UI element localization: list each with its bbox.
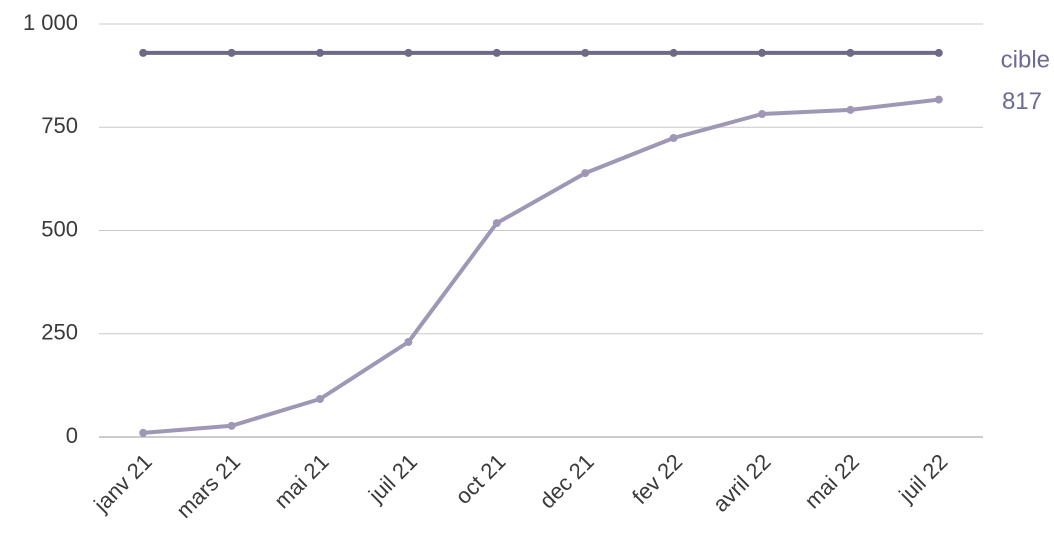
point: [404, 48, 413, 57]
x-tick-label: mai 21: [269, 449, 333, 513]
point: [758, 48, 766, 57]
point: [934, 95, 943, 104]
point: [316, 395, 324, 404]
x-tick-label: fev 22: [627, 449, 687, 509]
x-tick-label: avril 22: [708, 449, 776, 517]
point: [316, 48, 324, 57]
series-label: cible: [1001, 46, 1050, 73]
series-line: [143, 97, 940, 435]
point: [139, 48, 148, 57]
point: [669, 48, 678, 57]
x-tick-label: dec 21: [534, 449, 598, 513]
point: [669, 133, 678, 142]
point: [581, 48, 590, 57]
y-tick-label: 750: [41, 113, 78, 138]
x-tick-label: mai 22: [800, 449, 864, 513]
y-tick-label: 250: [41, 320, 78, 345]
y-tick-label: 500: [41, 216, 78, 241]
x-tick-label: juil 21: [363, 449, 422, 508]
point: [492, 48, 501, 57]
point: [492, 219, 501, 228]
value-label: 817: [1002, 88, 1042, 115]
point: [404, 338, 413, 347]
point: [846, 48, 855, 57]
x-tick-label: juil 22: [893, 449, 952, 508]
point: [934, 48, 943, 57]
point: [227, 421, 236, 430]
x-tick-label: janv 21: [88, 449, 157, 518]
point: [758, 110, 766, 119]
x-tick-label: oct 21: [450, 449, 510, 509]
x-tick-label: mars 21: [171, 449, 245, 523]
point: [139, 428, 148, 437]
point: [227, 48, 236, 57]
point: [581, 169, 590, 178]
y-tick-label: 1 000: [23, 10, 78, 35]
point: [846, 105, 855, 114]
y-tick-label: 0: [66, 423, 78, 448]
